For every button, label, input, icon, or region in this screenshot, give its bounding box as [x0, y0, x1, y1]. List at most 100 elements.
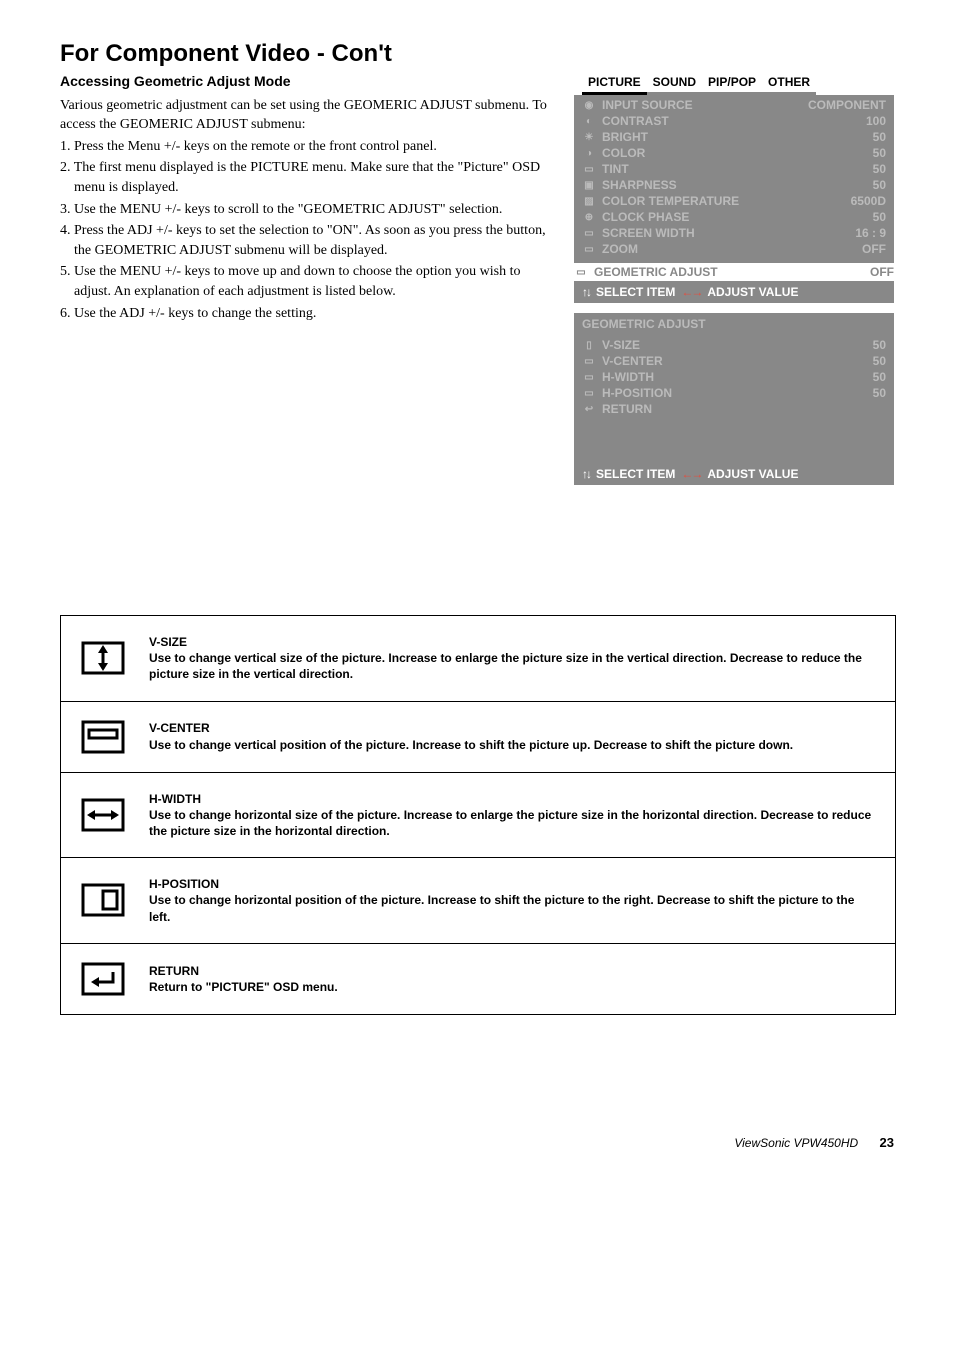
- step-4: 4. Press the ADJ +/- keys to set the sel…: [60, 221, 554, 260]
- desc-row-hwidth: H-WIDTHUse to change horizontal size of …: [61, 773, 895, 859]
- step-3: 3. Use the MENU +/- keys to scroll to th…: [60, 200, 554, 220]
- step-1: 1. Press the Menu +/- keys on the remote…: [60, 137, 554, 157]
- hposition-icon: [81, 883, 125, 917]
- vsize-icon: [81, 641, 125, 675]
- osd-row-value: 50: [873, 370, 886, 384]
- osd-tab-other: OTHER: [762, 72, 816, 95]
- osd-row-value: 50: [873, 178, 886, 192]
- osd-row-label: H-WIDTH: [602, 370, 654, 384]
- osd-tab-picture: PICTURE: [582, 72, 647, 95]
- desc-title: V-CENTER: [149, 721, 210, 735]
- osd-row-label: ZOOM: [602, 242, 638, 256]
- osd-row-icon: ⊕: [582, 211, 596, 223]
- osd-row-icon: ▭: [582, 163, 596, 175]
- osd-row-icon: ▭: [582, 243, 596, 255]
- osd-row: ◑ COLOR 50: [582, 145, 886, 161]
- section-subtitle: Accessing Geometric Adjust Mode: [60, 72, 554, 92]
- osd-row-label: RETURN: [602, 402, 652, 416]
- desc-title: H-POSITION: [149, 877, 219, 891]
- osd2-footer-left: SELECT ITEM: [596, 467, 675, 481]
- osd-row-icon: ▭: [582, 387, 596, 399]
- osd-highlight-label: GEOMETRIC ADJUST: [594, 265, 718, 279]
- osd1-footer-right: ADJUST VALUE: [707, 285, 798, 299]
- step-6: 6. Use the ADJ +/- keys to change the se…: [60, 304, 554, 324]
- osd-row: ⊕CLOCK PHASE50: [582, 209, 886, 225]
- desc-body: Use to change vertical position of the p…: [149, 738, 793, 752]
- osd2-header: GEOMETRIC ADJUST: [574, 313, 894, 335]
- osd-row-label: CONTRAST: [602, 114, 669, 128]
- osd-row-value: OFF: [862, 242, 886, 256]
- osd-row-icon: ▭: [582, 227, 596, 239]
- osd-row-value: 100: [866, 114, 886, 128]
- osd-row: ▭ H-POSITION 50: [582, 385, 886, 401]
- osd-row-icon: ↩: [582, 403, 596, 415]
- desc-body: Return to "PICTURE" OSD menu.: [149, 980, 338, 994]
- osd-tab-pippop: PIP/POP: [702, 72, 762, 95]
- osd-picture-menu: PICTURE SOUND PIP/POP OTHER ◉INPUT SOURC…: [574, 72, 894, 303]
- osd-row-icon: ◉: [582, 99, 596, 111]
- osd-row-value: 50: [873, 354, 886, 368]
- osd-row: ◉ INPUT SOURCE COMPONENT: [582, 97, 886, 113]
- osd-row-label: SHARPNESS: [602, 178, 677, 192]
- osd-row-value: 50: [873, 338, 886, 352]
- vcenter-icon: [81, 720, 125, 754]
- osd-row-label: V-CENTER: [602, 354, 663, 368]
- osd-row-value: 6500D: [851, 194, 886, 208]
- osd-row-icon: ▭: [582, 371, 596, 383]
- page-title: For Component Video - Con't: [60, 40, 894, 68]
- osd-row-label: V-SIZE: [602, 338, 640, 352]
- osd-row-icon: ▨: [582, 195, 596, 207]
- osd-row-label: H-POSITION: [602, 386, 672, 400]
- page-footer: ViewSonic VPW450HD 23: [60, 1135, 894, 1150]
- step-5: 5. Use the MENU +/- keys to move up and …: [60, 262, 554, 301]
- osd-row: ◐ CONTRAST 100: [582, 113, 886, 129]
- osd-row-value: COMPONENT: [808, 98, 886, 112]
- osd2-footer: ↑↓ SELECT ITEM ←→ ADJUST VALUE: [574, 463, 894, 485]
- osd-row-value: 16 : 9: [855, 226, 886, 240]
- desc-row-vsize: V-SIZE Use to change vertical size of the…: [61, 616, 895, 702]
- osd-row: ▨ COLOR TEMPERATURE 6500D: [582, 193, 886, 209]
- osd-row: ▭ TINT 50: [582, 161, 886, 177]
- osd-row-label: COLOR: [602, 146, 645, 160]
- desc-body: Use to change vertical size of the pictu…: [149, 651, 862, 681]
- osd-row-label: TINT: [602, 162, 629, 176]
- hwidth-icon: [81, 798, 125, 832]
- osd-row: ▣SHARPNESS50: [582, 177, 886, 193]
- osd-row: ▯ V-SIZE 50: [582, 337, 886, 353]
- osd-row-label: CLOCK PHASE: [602, 210, 689, 224]
- osd-row-value: 50: [873, 386, 886, 400]
- osd-row: ↩ RETURN: [582, 401, 886, 417]
- geometric-adjust-icon: ▭: [574, 266, 588, 278]
- osd-row-icon: ◑: [582, 147, 596, 159]
- osd-row-label: INPUT SOURCE: [602, 98, 693, 112]
- footer-model: ViewSonic VPW450HD: [734, 1136, 858, 1150]
- desc-title: H-WIDTH: [149, 792, 201, 806]
- osd-highlight-value: OFF: [870, 265, 894, 279]
- desc-row-hposition: H-POSITION Use to change horizontal posit…: [61, 858, 895, 944]
- desc-body: Use to change horizontal position of the…: [149, 893, 854, 923]
- osd-row: ▭ H-WIDTH 50: [582, 369, 886, 385]
- adjustment-descriptions: V-SIZE Use to change vertical size of the…: [60, 615, 896, 1015]
- updown-arrows-icon: ↑↓: [582, 285, 590, 299]
- osd-geometric-menu: GEOMETRIC ADJUST ▯ V-SIZE 50 ▭ V-CENTER 50 ▭ H-…: [574, 313, 894, 485]
- osd-row: ▭ V-CENTER 50: [582, 353, 886, 369]
- desc-title: V-SIZE: [149, 635, 187, 649]
- osd-row-icon: ☀: [582, 131, 596, 143]
- osd-row: ▭ ZOOM OFF: [582, 241, 886, 257]
- desc-row-return: RETURN Return to "PICTURE" OSD menu.: [61, 944, 895, 1014]
- intro-text: Various geometric adjustment can be set …: [60, 96, 554, 135]
- osd-row-icon: ▭: [582, 355, 596, 367]
- updown-arrows-icon: ↑↓: [582, 467, 590, 481]
- desc-title: RETURN: [149, 964, 199, 978]
- osd-row-icon: ◐: [582, 115, 596, 127]
- osd-row-label: SCREEN WIDTH: [602, 226, 695, 240]
- osd-row-label: COLOR TEMPERATURE: [602, 194, 739, 208]
- osd-row-value: 50: [873, 146, 886, 160]
- osd-row: ☀BRIGHT50: [582, 129, 886, 145]
- return-icon: [81, 962, 125, 996]
- osd-row-value: 50: [873, 162, 886, 176]
- step-2: 2. The first menu displayed is the PICTU…: [60, 158, 554, 197]
- leftright-arrows-icon: ←→: [681, 467, 701, 481]
- osd-row-icon: ▯: [582, 339, 596, 351]
- footer-page: 23: [880, 1135, 894, 1150]
